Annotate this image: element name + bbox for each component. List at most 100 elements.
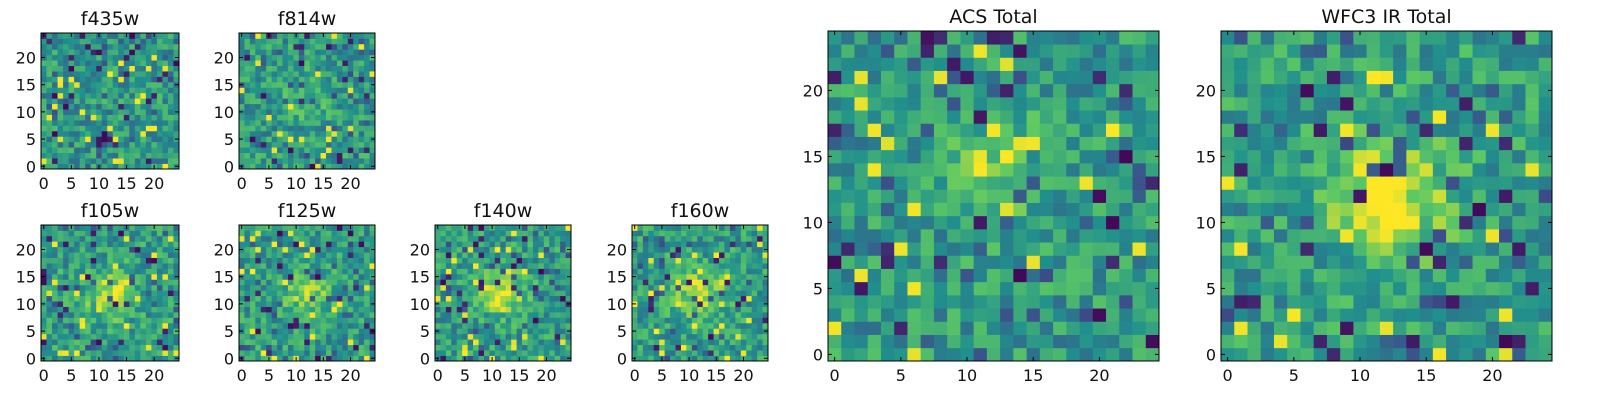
heatmap-cell	[467, 246, 474, 253]
heatmap-cell	[1132, 308, 1147, 322]
heatmap-cell	[1393, 215, 1407, 230]
heatmap-cell	[315, 141, 321, 148]
heatmap-cell	[134, 333, 141, 340]
heatmap-cell	[74, 268, 80, 275]
heatmap-cell	[1379, 215, 1394, 230]
heatmap-cell	[462, 317, 468, 324]
heatmap-cell	[96, 120, 103, 126]
heatmap-cell	[162, 306, 169, 313]
heatmap-cell	[140, 246, 147, 253]
heatmap-cell	[46, 109, 53, 115]
heatmap-cell	[134, 263, 141, 269]
heatmap-cell	[353, 252, 360, 258]
heatmap-cell	[287, 339, 294, 346]
heatmap-cell	[123, 268, 130, 275]
heatmap-cell	[675, 350, 682, 356]
heatmap-cell	[511, 295, 517, 302]
heatmap-cell	[134, 60, 141, 66]
heatmap-cell	[675, 257, 682, 264]
heatmap-cell	[358, 246, 365, 253]
heatmap-cell	[118, 350, 125, 356]
heatmap-cell	[880, 347, 895, 362]
heatmap-cell	[282, 290, 289, 297]
heatmap-cell	[1326, 268, 1341, 283]
heatmap-cell	[500, 317, 507, 324]
heatmap-cell	[134, 33, 141, 39]
heatmap-cell	[511, 268, 517, 275]
heatmap-cell	[129, 333, 136, 340]
heatmap-cell	[762, 225, 769, 231]
heatmap-cell	[907, 215, 922, 230]
heatmap-cell	[173, 241, 180, 248]
heatmap-cell	[293, 43, 300, 50]
heatmap-cell	[751, 290, 758, 297]
heatmap-cell	[1273, 229, 1288, 243]
heatmap-cell	[680, 301, 687, 307]
heatmap-cell	[494, 322, 501, 329]
heatmap-cell	[134, 125, 141, 132]
heatmap-cell	[101, 333, 108, 340]
heatmap-cell	[249, 241, 256, 248]
heatmap-cell	[118, 273, 125, 280]
heatmap-cell	[315, 43, 321, 50]
heatmap-cell	[456, 322, 463, 329]
heatmap-cell	[309, 317, 316, 324]
heatmap-cell	[347, 252, 354, 258]
heatmap-cell	[162, 284, 169, 291]
heatmap-cell	[648, 306, 655, 313]
heatmap-cell	[162, 43, 169, 50]
heatmap-cell	[271, 38, 278, 45]
heatmap-cell	[1079, 242, 1094, 256]
heatmap-cell	[1013, 229, 1027, 243]
heatmap-cell	[456, 273, 463, 280]
heatmap-cell	[1485, 229, 1500, 243]
heatmap-cell	[1340, 321, 1354, 335]
heatmap-cell	[729, 290, 736, 297]
heatmap-cell	[342, 230, 349, 237]
heatmap-cell	[118, 141, 125, 148]
y-tick-label: 10	[16, 103, 36, 122]
heatmap-cell	[1221, 189, 1235, 203]
heatmap-cell	[304, 230, 311, 237]
heatmap-cell	[1026, 295, 1041, 309]
heatmap-cell	[1234, 215, 1248, 230]
heatmap-cell	[522, 328, 528, 335]
heatmap-cell	[907, 229, 922, 243]
heatmap-cell	[309, 268, 316, 275]
heatmap-cell	[249, 339, 256, 346]
heatmap-cell	[1013, 268, 1027, 283]
heatmap-cell	[74, 279, 80, 286]
heatmap-cell	[880, 321, 895, 335]
heatmap-cell	[522, 312, 528, 318]
heatmap-cell	[63, 158, 69, 164]
heatmap-cell	[1419, 255, 1434, 269]
heatmap-cell	[134, 235, 141, 242]
heatmap-cell	[653, 246, 660, 253]
heatmap-cell	[659, 301, 665, 307]
heatmap-cell	[129, 43, 136, 50]
heatmap-cell	[52, 263, 58, 269]
heatmap-cell	[162, 225, 169, 231]
heatmap-cell	[162, 273, 169, 280]
heatmap-cell	[642, 235, 649, 242]
heatmap-cell	[724, 355, 731, 362]
heatmap-cell	[1499, 163, 1513, 177]
heatmap-cell	[947, 123, 961, 137]
heatmap-cell	[277, 109, 283, 115]
heatmap-cell	[854, 44, 869, 58]
heatmap-cell	[315, 163, 321, 170]
heatmap-cell	[156, 163, 163, 170]
heatmap-cell	[260, 333, 267, 340]
heatmap-cell	[632, 339, 638, 346]
heatmap-cell	[451, 333, 458, 340]
heatmap-cell	[729, 225, 736, 231]
heatmap-cell	[145, 103, 152, 110]
heatmap-cell	[151, 333, 158, 340]
heatmap-cell	[298, 333, 305, 340]
heatmap-cell	[331, 317, 338, 324]
heatmap-cell	[907, 44, 922, 58]
heatmap-cell	[1459, 308, 1473, 322]
heatmap-cell	[1079, 57, 1094, 71]
heatmap-cell	[907, 268, 922, 283]
heatmap-cell	[1326, 295, 1341, 309]
